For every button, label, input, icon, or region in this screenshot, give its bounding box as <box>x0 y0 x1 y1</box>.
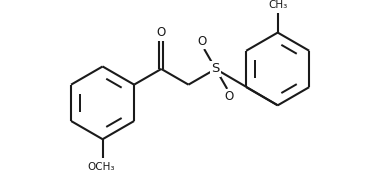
Text: OCH₃: OCH₃ <box>87 162 114 172</box>
Text: O: O <box>157 26 166 39</box>
Text: O: O <box>198 35 207 48</box>
Text: S: S <box>212 62 220 75</box>
Text: O: O <box>224 90 234 103</box>
Text: CH₃: CH₃ <box>268 0 287 10</box>
